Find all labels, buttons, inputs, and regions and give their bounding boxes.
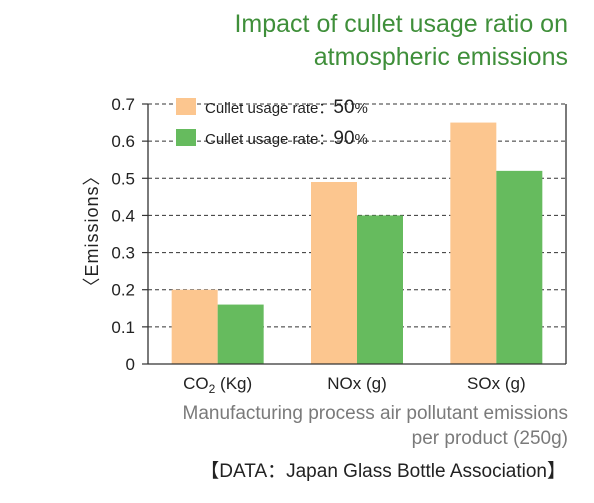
x-tick-label: NOx (g) [327,374,387,393]
x-tick-label: SOx (g) [467,374,526,393]
x-tick-label: CO2 (Kg) [183,374,252,396]
y-tick-label: 0 [126,355,135,374]
y-tick-label: 0.2 [111,281,135,300]
chart-title-line1: Impact of cullet usage ratio on [234,10,568,38]
legend: Cullet usage rate：50% Cullet usage rate：9… [176,97,368,149]
axes [147,104,567,365]
y-tick-label: 0.7 [111,95,135,114]
bar-90pct-1 [357,215,403,364]
legend-label: Cullet usage rate：50% [205,97,368,118]
legend-label: Cullet usage rate：90% [205,128,368,149]
bar-90pct-0 [217,304,264,364]
y-tick-label: 0.1 [111,318,135,337]
caption-line1: Manufacturing process air pollutant emis… [182,403,568,424]
chart-caption: Manufacturing process air pollutant emis… [8,401,568,451]
bar-50pct-1 [311,182,357,364]
chart-title: Impact of cullet usage ratio on atmosphe… [48,8,568,74]
legend-swatch [176,98,196,115]
y-tick-label: 0.5 [111,169,135,188]
legend-swatch [176,129,196,146]
bar-50pct-0 [171,289,218,364]
y-tick-label: 0.3 [111,244,135,263]
x-tick-labels: CO2 (Kg) NOx (g) SOx (g) [183,374,525,396]
bar-chart: 0 0.1 0.2 0.3 0.4 0.5 0.6 0.7 CO2 (Kg) NOx (g) SO… [82,95,567,396]
data-source: 【DATA：Japan Glass Bottle Association】 [200,461,566,482]
chart-title-line2: atmospheric emissions [313,43,568,71]
bars-group [171,122,543,364]
y-axis-label: 〈Emissions〉 [82,166,102,295]
y-tick-label: 0.4 [111,206,135,225]
caption-line2: per product (250g) [411,428,568,449]
y-tick-label: 0.6 [111,132,135,151]
bar-90pct-2 [496,170,543,364]
bar-50pct-2 [450,122,497,364]
y-ticks: 0 0.1 0.2 0.3 0.4 0.5 0.6 0.7 [111,95,148,374]
